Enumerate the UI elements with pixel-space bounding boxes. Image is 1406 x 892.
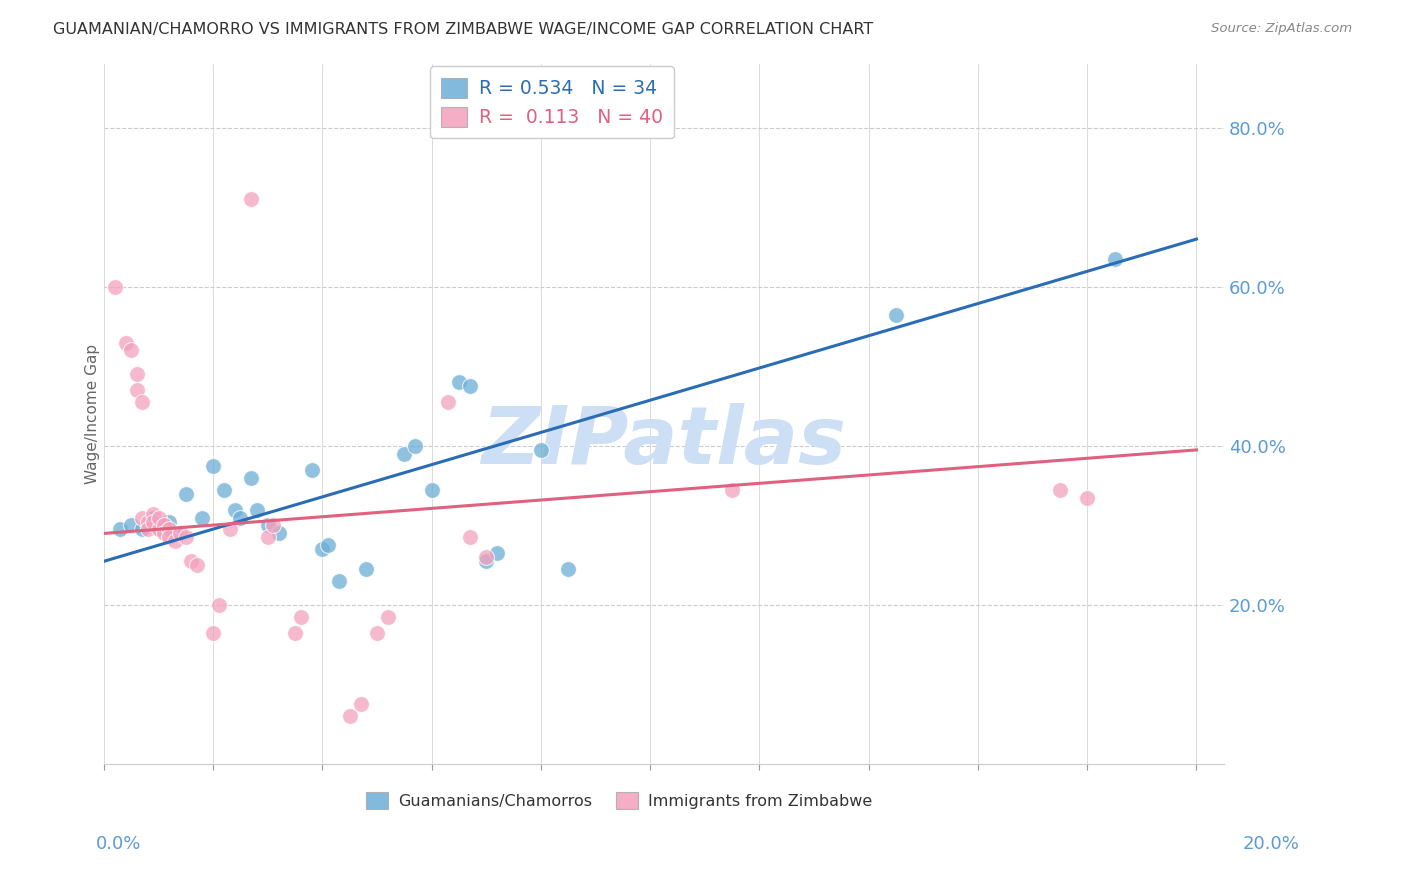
Point [437, 395, 460, 409]
Point [142, 515, 165, 529]
Point [104, 280, 127, 294]
Point [153, 526, 176, 541]
Point [120, 518, 142, 533]
Point [148, 523, 170, 537]
Point [420, 483, 443, 497]
Point [212, 483, 235, 497]
Point [142, 510, 165, 524]
Point [301, 463, 323, 477]
Point [354, 562, 377, 576]
Point [316, 538, 339, 552]
Point [163, 534, 186, 549]
Point [256, 530, 278, 544]
Text: GUAMANIAN/CHAMORRO VS IMMIGRANTS FROM ZIMBABWE WAGE/INCOME GAP CORRELATION CHART: GUAMANIAN/CHAMORRO VS IMMIGRANTS FROM ZI… [53, 22, 873, 37]
Point [125, 383, 148, 397]
Point [475, 550, 498, 565]
Point [290, 610, 312, 624]
Point [240, 192, 263, 206]
Text: 0.0%: 0.0% [96, 835, 141, 853]
Point [1104, 252, 1126, 266]
Point [202, 626, 225, 640]
Point [447, 376, 470, 390]
Point [131, 395, 153, 409]
Point [458, 379, 481, 393]
Point [136, 523, 159, 537]
Point [311, 542, 333, 557]
Point [246, 502, 269, 516]
Point [1049, 483, 1071, 497]
Point [159, 530, 181, 544]
Point [404, 439, 426, 453]
Point [180, 554, 202, 568]
Point [224, 502, 246, 516]
Point [163, 526, 186, 541]
Point [131, 510, 153, 524]
Point [530, 442, 553, 457]
Text: Source: ZipAtlas.com: Source: ZipAtlas.com [1212, 22, 1353, 36]
Point [169, 526, 191, 541]
Point [153, 518, 176, 533]
Point [1076, 491, 1098, 505]
Point [136, 515, 159, 529]
Point [131, 523, 153, 537]
Point [218, 523, 240, 537]
Text: 20.0%: 20.0% [1243, 835, 1299, 853]
Point [159, 523, 181, 537]
Point [366, 626, 388, 640]
Y-axis label: Wage/Income Gap: Wage/Income Gap [86, 344, 100, 484]
Point [475, 554, 498, 568]
Point [284, 626, 307, 640]
Point [125, 368, 148, 382]
Point [377, 610, 399, 624]
Point [721, 483, 744, 497]
Point [486, 546, 509, 560]
Point [328, 574, 350, 589]
Point [256, 518, 278, 533]
Point [557, 562, 579, 576]
Point [186, 558, 208, 573]
Point [148, 523, 170, 537]
Point [142, 507, 165, 521]
Legend: Guamanians/Chamorros, Immigrants from Zimbabwe: Guamanians/Chamorros, Immigrants from Zi… [360, 786, 879, 815]
Point [350, 698, 373, 712]
Point [110, 523, 132, 537]
Text: ZIPatlas: ZIPatlas [481, 403, 846, 481]
Point [262, 518, 284, 533]
Point [159, 515, 181, 529]
Point [339, 709, 361, 723]
Point [191, 510, 214, 524]
Point [394, 447, 416, 461]
Point [148, 510, 170, 524]
Point [240, 471, 263, 485]
Point [229, 510, 252, 524]
Point [120, 343, 142, 358]
Point [207, 598, 229, 612]
Point [884, 308, 907, 322]
Point [153, 518, 176, 533]
Point [174, 486, 197, 500]
Point [458, 530, 481, 544]
Point [114, 335, 136, 350]
Point [174, 530, 197, 544]
Point [202, 458, 225, 473]
Point [267, 526, 290, 541]
